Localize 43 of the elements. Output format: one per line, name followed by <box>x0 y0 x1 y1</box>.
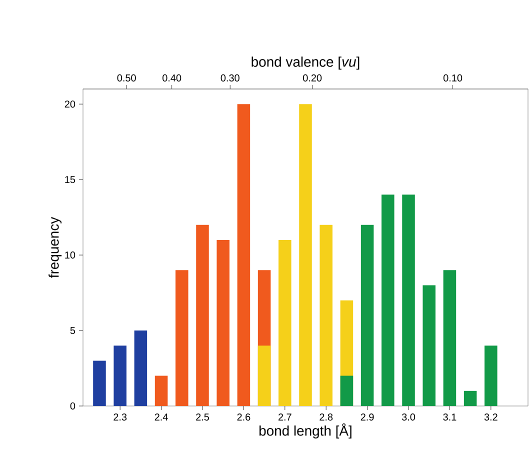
bar <box>176 270 188 406</box>
x2-tick-label: 0.30 <box>220 74 240 82</box>
bar <box>422 285 436 406</box>
bar <box>134 330 148 406</box>
x-tick-label: 3.2 <box>484 414 498 421</box>
y-tick-label: 15 <box>65 176 76 184</box>
bar <box>278 240 292 406</box>
x2-tick-label: 0.50 <box>117 74 136 82</box>
bar <box>382 194 394 406</box>
bar <box>443 270 456 406</box>
bar <box>360 224 374 406</box>
bar <box>93 360 106 406</box>
x-tick-label: 2.7 <box>278 414 292 420</box>
x-tick-label: 2.4 <box>154 414 168 420</box>
y-tick-label: 10 <box>65 252 76 259</box>
x-tick-label: 2.6 <box>237 414 250 421</box>
bar <box>484 346 498 406</box>
y-tick-label: 0 <box>70 402 76 410</box>
bar <box>114 346 126 406</box>
x2-tick-label: 0.40 <box>162 74 182 82</box>
y-tick-label: 5 <box>70 327 76 334</box>
bar <box>154 376 168 406</box>
x-tick-label: 3.1 <box>443 414 456 421</box>
x2-axis-title: bond valence [vu] <box>252 56 360 70</box>
x-axis-title: bond length [Å] <box>259 423 352 438</box>
bar <box>237 104 250 406</box>
x2-tick-label: 0.20 <box>303 74 322 82</box>
y-axis-title: frequency <box>48 216 62 278</box>
x-tick-label: 2.5 <box>196 414 209 421</box>
bar <box>196 224 209 406</box>
x-tick-label: 2.8 <box>320 414 333 421</box>
x-tick-label: 2.9 <box>360 414 374 421</box>
bar <box>258 346 271 406</box>
bar <box>340 376 354 406</box>
x-tick-label: 3.0 <box>402 414 416 421</box>
bar <box>464 390 477 406</box>
bar <box>320 224 332 406</box>
x2-tick-label: 0.10 <box>443 74 462 82</box>
bar <box>216 240 230 406</box>
x-tick-label: 2.3 <box>114 414 127 421</box>
bar <box>299 104 312 406</box>
bar <box>402 194 415 406</box>
y-tick-label: 20 <box>64 100 76 108</box>
